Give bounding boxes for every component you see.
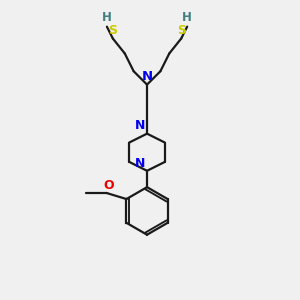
Text: N: N <box>142 70 153 83</box>
Text: N: N <box>135 119 146 133</box>
Text: H: H <box>102 11 112 24</box>
Text: N: N <box>135 157 146 169</box>
Text: O: O <box>103 179 114 192</box>
Text: S: S <box>108 24 117 37</box>
Text: methoxy: methoxy <box>0 299 1 300</box>
Text: methoxy: methoxy <box>0 299 1 300</box>
Text: H: H <box>182 11 192 24</box>
Text: S: S <box>177 24 186 37</box>
